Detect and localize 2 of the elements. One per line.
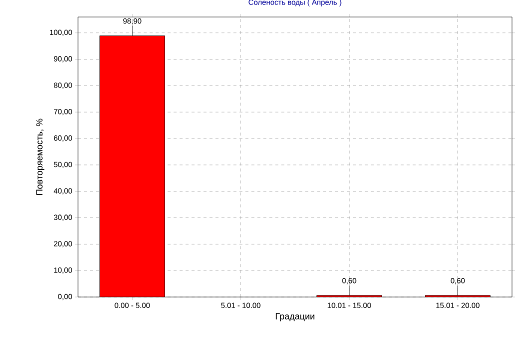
x-axis-title: Градации	[276, 313, 314, 322]
y-axis-title: Повторяемость, %	[36, 118, 44, 195]
